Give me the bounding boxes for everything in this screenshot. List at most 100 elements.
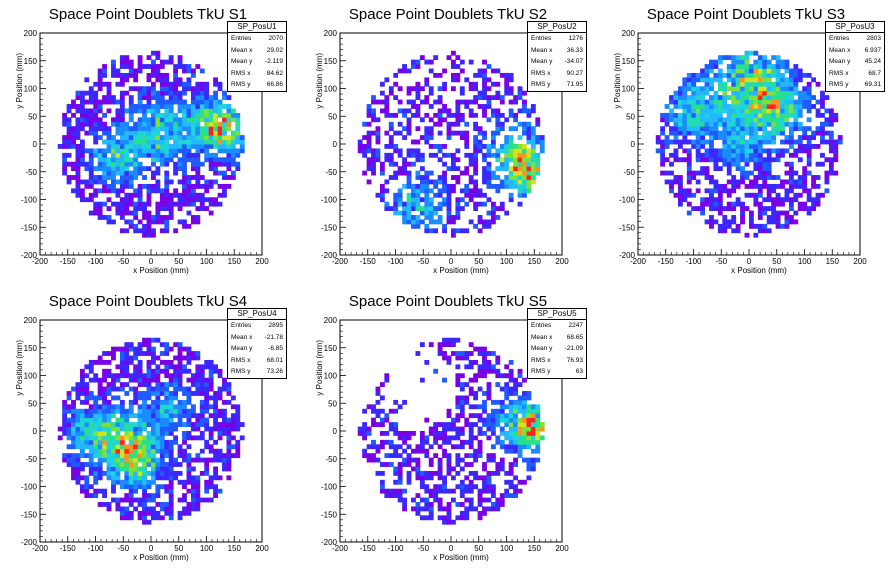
y-tick-label: 0 [33,140,38,149]
heatmap-bin [371,130,376,136]
heatmap-bin [177,95,183,100]
heatmap-bin [726,95,732,100]
heatmap-bin [155,144,161,149]
heatmap-bin [428,59,434,65]
heatmap-bin [451,59,456,65]
heatmap-bin [517,408,523,414]
heatmap-bin [111,395,116,401]
x-tick-label: 100 [500,544,514,553]
heatmap-bin [397,188,403,194]
heatmap-bin [182,81,187,87]
heatmap-bin [406,99,412,105]
heatmap-bin [133,431,139,436]
heatmap-bin [717,81,723,87]
heatmap-bin [517,382,523,387]
heatmap-bin [762,72,768,78]
heatmap-bin [477,130,483,136]
heatmap-bin [133,223,139,229]
heatmap-bin [124,448,130,454]
heatmap-bin [820,99,825,105]
heatmap-bin [195,493,201,498]
heatmap-bin [168,502,174,507]
heatmap-bin [415,108,421,114]
heatmap-bin [384,77,390,83]
heatmap-bin [415,90,421,96]
heatmap-bin [133,157,139,163]
stats-label: RMS x [531,356,551,364]
heatmap-bin [133,448,139,454]
heatmap-bin [177,355,183,361]
heatmap-bin [788,90,794,96]
heatmap-bin [490,219,496,225]
heatmap-bin [722,99,728,105]
heatmap-bin [133,206,139,211]
heatmap-bin [455,373,461,379]
y-tick-label: 100 [24,372,38,381]
heatmap-bin [433,488,439,494]
heatmap-bin [88,112,94,118]
heatmap-bin [142,444,147,450]
heatmap-bin [151,386,156,392]
heatmap-bin [173,462,179,467]
heatmap-bin [744,104,750,109]
heatmap-bin [802,179,808,185]
heatmap-bin [486,64,492,69]
heatmap-bin [784,170,790,176]
y-axis-label: y Position (mm) [15,53,24,109]
heatmap-bin [217,448,223,454]
heatmap-bin [526,152,532,158]
heatmap-bin [744,157,750,163]
heatmap-bin [717,228,723,234]
heatmap-bin [682,188,688,194]
heatmap-bin [700,90,705,96]
heatmap-bin [517,148,523,154]
heatmap-bin [722,139,728,145]
heatmap-bin [375,148,381,154]
stats-value: 68.65 [566,333,583,341]
heatmap-bin [473,144,479,149]
heatmap-bin [677,197,683,203]
heatmap-bin [173,81,179,87]
heatmap-bin [482,399,487,405]
heatmap-bin [753,64,759,69]
heatmap-bin [490,413,496,419]
heatmap-bin [771,130,777,136]
heatmap-bin [459,90,465,96]
heatmap-bin [177,64,183,69]
heatmap-bin [788,170,794,176]
heatmap-bin [208,197,214,203]
heatmap-bin [402,183,407,189]
heatmap-bin [393,72,399,78]
heatmap-bin [473,413,479,419]
heatmap-bin [146,342,152,348]
heatmap-bin [415,183,421,189]
heatmap-bin [411,206,416,211]
heatmap-bin [775,148,781,154]
heatmap-bin [186,210,192,216]
heatmap-bin [722,228,728,234]
stats-value: -21.09 [564,345,583,353]
heatmap-bin [115,99,121,105]
heatmap-bin [775,81,781,87]
heatmap-bin [695,95,701,100]
heatmap-bin [526,175,532,180]
heatmap-bin [477,188,483,194]
heatmap-bin [784,179,790,185]
heatmap-bin [775,86,781,92]
heatmap-bin [477,497,483,503]
heatmap-bin [208,179,214,185]
heatmap-bin [517,453,523,459]
heatmap-bin [124,126,130,132]
heatmap-bin [695,99,701,105]
heatmap-bin [700,108,705,114]
heatmap-bin [477,502,483,507]
heatmap-bin [124,391,130,396]
y-tick-label: -100 [21,196,38,205]
x-tick-label: 50 [772,257,781,266]
heatmap-bin [824,130,830,136]
heatmap-bin [155,126,161,132]
heatmap-bin [159,382,165,387]
y-tick-label: -150 [21,510,38,519]
heatmap-bin [775,121,781,127]
heatmap-bin [526,426,532,432]
